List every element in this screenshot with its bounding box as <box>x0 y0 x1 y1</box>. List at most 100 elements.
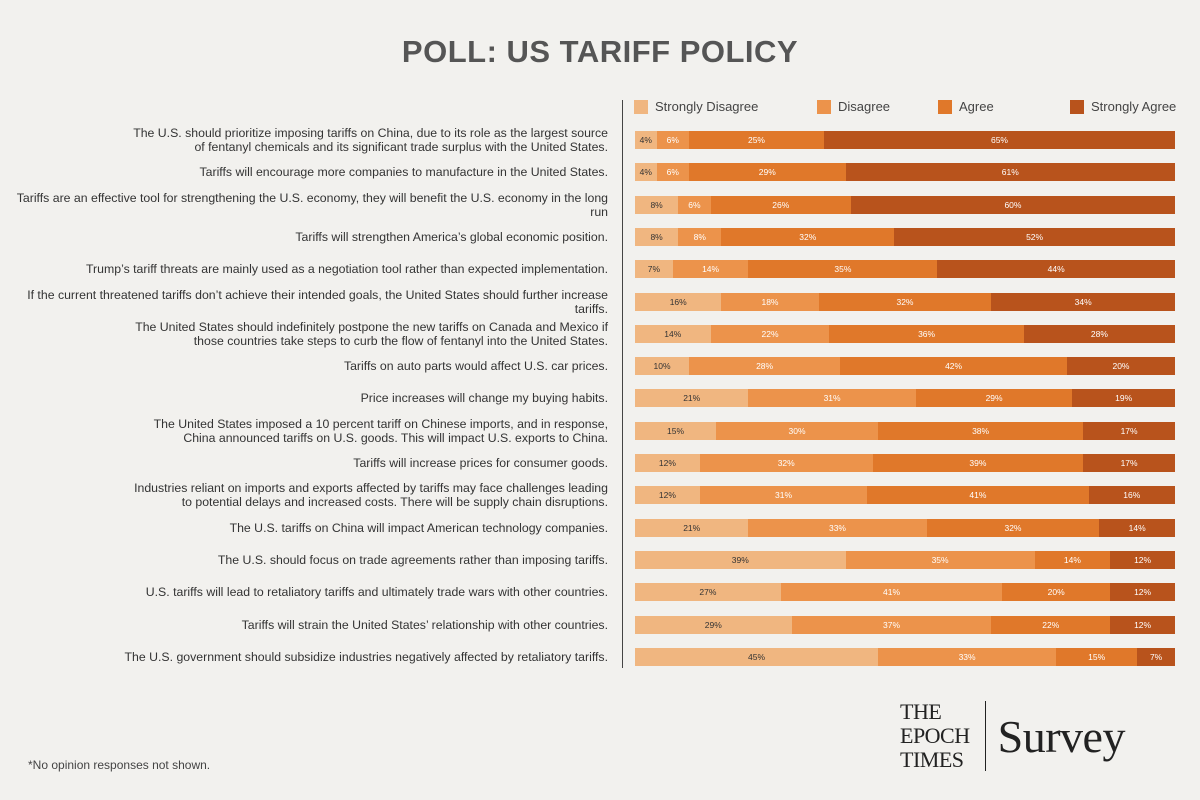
epoch-times-wordmark: THE EPOCH TIMES <box>900 700 970 772</box>
bar-segment-strongly-agree: 12% <box>1110 583 1175 602</box>
bar-segment-strongly-disagree: 15% <box>635 421 716 440</box>
bar-segment-agree: 42% <box>840 357 1067 376</box>
bar-segment-agree: 35% <box>748 260 938 279</box>
row-label: Tariffs will increase prices for consume… <box>353 456 608 470</box>
bar-segment-agree: 29% <box>688 163 846 182</box>
bar-segment-strongly-disagree: 7% <box>635 260 673 279</box>
bar-segment-strongly-agree: 34% <box>991 292 1175 311</box>
bar-segment-agree: 39% <box>872 454 1084 472</box>
bar-segment-strongly-agree: 52% <box>894 227 1175 246</box>
stacked-bar: 39% 35% 14% 12% <box>635 550 1175 569</box>
row-label: The U.S. should prioritize imposing tari… <box>133 126 608 154</box>
legend-item-strongly-disagree: Strongly Disagree <box>634 99 758 114</box>
bar-segment-strongly-agree: 65% <box>823 131 1175 149</box>
bar-segment-agree: 14% <box>1034 550 1111 569</box>
row-label: The U.S. should focus on trade agreement… <box>217 552 608 567</box>
bar-segment-agree: 29% <box>915 389 1073 408</box>
bar-segment-agree: 22% <box>991 615 1111 634</box>
bar-segment-agree: 26% <box>710 195 851 214</box>
row-label: U.S. tariffs will lead to retaliatory ta… <box>145 585 608 600</box>
legend-item-strongly-agree: Strongly Agree <box>1070 99 1176 114</box>
row-label: The U.S. tariffs on China will impact Am… <box>229 520 608 535</box>
row-label: If the current threatened tariffs don’t … <box>27 287 608 316</box>
bar-segment-strongly-disagree: 45% <box>635 647 878 666</box>
bar-segment-strongly-agree: 12% <box>1110 550 1175 569</box>
row-label: Trump’s tariff threats are mainly used a… <box>86 262 608 277</box>
bar-segment-agree: 38% <box>878 421 1084 440</box>
legend-item-disagree: Disagree <box>817 99 890 114</box>
bar-segment-strongly-disagree: 12% <box>635 454 700 472</box>
bar-segment-strongly-disagree: 16% <box>635 292 722 311</box>
bar-segment-agree: 15% <box>1056 647 1138 666</box>
stacked-bar: 14% 22% 36% 28% <box>635 324 1175 343</box>
row-label: Tariffs on auto parts would affect U.S. … <box>343 359 608 374</box>
stacked-bar: 4% 6% 25% 65% <box>635 131 1175 149</box>
logo-line-2: EPOCH <box>900 723 970 748</box>
bar-segment-disagree: 6% <box>656 131 689 149</box>
bar-segment-disagree: 35% <box>845 550 1035 569</box>
legend-label: Disagree <box>838 99 891 114</box>
bar-segment-disagree: 14% <box>672 260 749 279</box>
bar-segment-disagree: 22% <box>710 324 830 343</box>
bar-segment-strongly-agree: 12% <box>1110 615 1175 634</box>
bar-segment-strongly-disagree: 27% <box>635 583 781 602</box>
bar-segment-strongly-disagree: 21% <box>635 518 749 537</box>
row-label: The U.S. government should subsidize ind… <box>124 649 608 664</box>
bar-segment-strongly-disagree: 21% <box>635 389 749 408</box>
row-label: Tariffs will strengthen America’s global… <box>295 229 608 244</box>
bar-segment-disagree: 28% <box>689 357 841 376</box>
row-label: The United States should indefinitely po… <box>135 319 608 348</box>
stacked-bar: 4% 6% 29% 61% <box>635 163 1175 182</box>
row-label: Price increases will change my buying ha… <box>360 391 608 406</box>
footnote: *No opinion responses not shown. <box>28 758 211 772</box>
bar-segment-disagree: 32% <box>699 454 873 472</box>
bar-segment-strongly-agree: 20% <box>1066 357 1175 376</box>
legend-item-agree: Agree <box>938 99 994 114</box>
bar-segment-strongly-agree: 44% <box>937 260 1175 279</box>
legend-swatch <box>938 99 952 114</box>
row-label: Tariffs will strain the United States’ r… <box>241 617 608 632</box>
bar-segment-disagree: 6% <box>678 195 711 214</box>
stacked-bar: 15% 30% 38% 17% <box>635 421 1175 440</box>
legend-swatch <box>634 99 648 114</box>
logo-divider <box>984 701 986 771</box>
bar-segment-disagree: 37% <box>791 615 992 634</box>
legend-swatch <box>817 99 831 114</box>
stacked-bar: 12% 32% 39% 17% <box>635 454 1175 472</box>
bar-segment-agree: 32% <box>818 292 992 311</box>
bar-segment-agree: 36% <box>829 324 1024 343</box>
bar-segment-disagree: 31% <box>699 486 868 505</box>
stacked-bar: 8% 8% 32% 52% <box>635 227 1175 246</box>
bar-segment-strongly-disagree: 4% <box>635 163 657 182</box>
chart-title: POLL: US TARIFF POLICY <box>401 34 799 69</box>
bar-segment-disagree: 18% <box>721 292 819 311</box>
row-label: Tariffs will encourage more companies to… <box>199 165 608 180</box>
stacked-bar: 8% 6% 26% 60% <box>635 195 1175 214</box>
stacked-bar: 29% 37% 22% 12% <box>635 615 1175 634</box>
bar-segment-strongly-disagree: 8% <box>635 195 679 214</box>
bar-segment-agree: 41% <box>867 486 1089 505</box>
bar-segment-strongly-disagree: 14% <box>635 324 711 343</box>
stacked-bar: 45% 33% 15% 7% <box>635 647 1175 666</box>
logo-line-3: TIMES <box>900 747 964 772</box>
epoch-times-survey-logo: THE EPOCH TIMES Survey <box>900 700 1125 772</box>
stacked-bar: 16% 18% 32% 34% <box>635 292 1175 311</box>
bar-segment-strongly-agree: 14% <box>1099 518 1175 537</box>
bar-segment-strongly-agree: 19% <box>1072 389 1175 408</box>
row-label: Industries reliant on imports and export… <box>134 481 608 510</box>
bar-segment-strongly-agree: 16% <box>1088 486 1175 505</box>
bar-segment-disagree: 8% <box>678 227 722 246</box>
bar-segment-strongly-agree: 61% <box>845 163 1175 182</box>
legend-swatch <box>1070 99 1084 114</box>
legend-label: Strongly Disagree <box>655 99 759 114</box>
survey-wordmark: Survey <box>997 710 1126 762</box>
bar-segment-agree: 25% <box>688 131 824 149</box>
row-label: The United States imposed a 10 percent t… <box>153 416 608 445</box>
stacked-bar: 12% 31% 41% 16% <box>635 486 1175 505</box>
bar-segment-strongly-agree: 7% <box>1137 647 1175 666</box>
row-label: Tariffs are an effective tool for streng… <box>16 190 608 219</box>
bar-segment-disagree: 6% <box>656 163 689 182</box>
bar-segment-strongly-disagree: 29% <box>635 615 792 634</box>
bar-segment-disagree: 30% <box>716 421 878 440</box>
bar-segment-agree: 32% <box>926 518 1100 537</box>
